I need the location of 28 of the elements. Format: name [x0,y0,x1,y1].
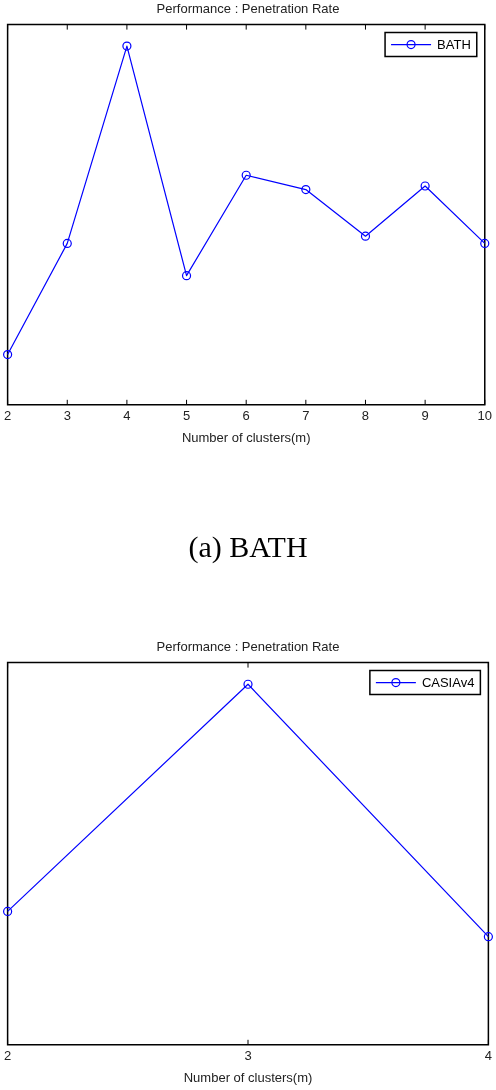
x-axis-title: Number of clusters(m) [183,1069,313,1085]
point [241,170,251,180]
point [62,238,72,248]
point [420,181,430,191]
x-tick-label: 8 [361,408,370,424]
x-tick-label: 4 [123,408,131,424]
text: (a) BATH [187,530,309,563]
x-tick-label: 3 [63,408,71,424]
x-tick-label: 9 [421,408,429,424]
point [301,184,311,195]
x-tick-label: 10 [477,408,492,424]
x-tick-label: 2 [4,1048,12,1064]
point [480,238,490,248]
x-tick-label: 3 [244,1048,252,1064]
point [360,231,371,241]
legend-label: CASIAv4 [421,675,475,691]
legend-label: BATH [437,37,471,53]
x-tick-label: 7 [302,408,310,424]
chart-title: Performance : Penetration Rate [156,639,340,655]
x-axis-title: Number of clusters(m) [181,429,311,445]
point [181,271,192,281]
x-tick-label: 6 [242,408,250,424]
x-tick-label: 5 [182,408,191,424]
point [122,41,132,51]
x-tick-label: 4 [484,1048,492,1064]
point [3,349,13,360]
x-tick-label: 2 [4,408,12,424]
chart-title: Performance : Penetration Rate [156,1,340,17]
